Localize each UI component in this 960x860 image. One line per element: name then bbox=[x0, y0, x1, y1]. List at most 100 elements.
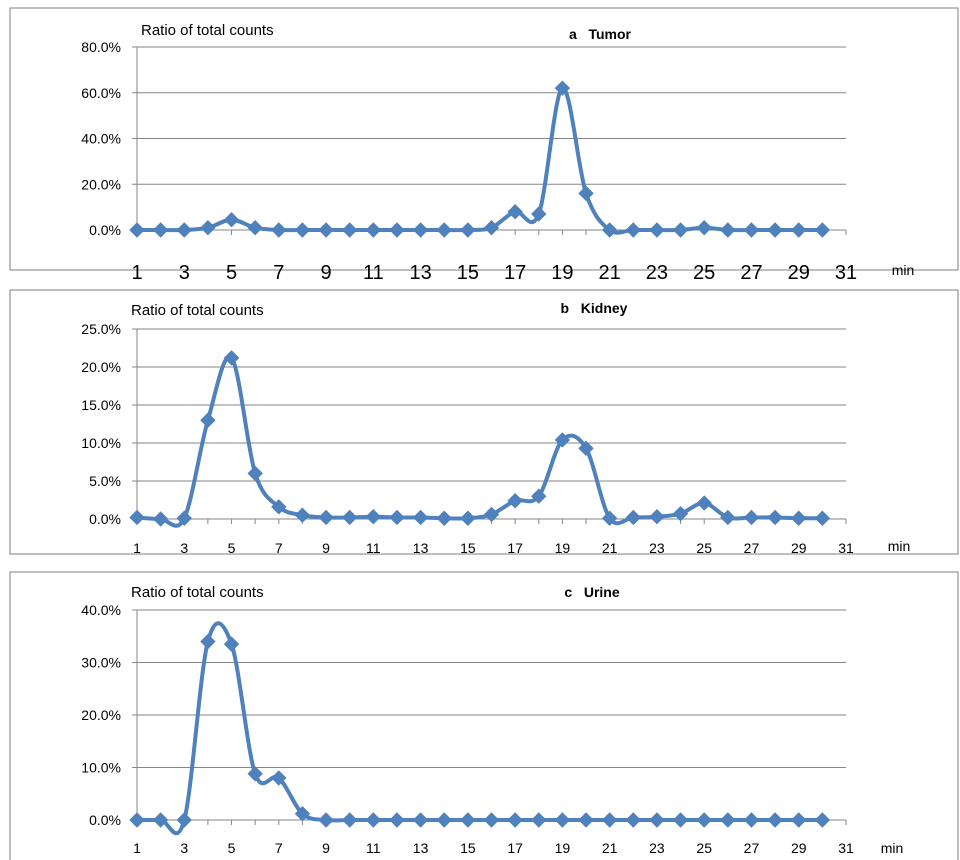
data-point bbox=[176, 812, 192, 828]
data-point bbox=[507, 203, 523, 220]
data-point bbox=[601, 222, 618, 238]
data-point bbox=[672, 222, 689, 238]
x-tick-label: 25 bbox=[696, 840, 712, 856]
data-point bbox=[814, 510, 831, 526]
data-point bbox=[129, 509, 145, 526]
x-tick-label: 27 bbox=[744, 540, 760, 556]
x-tick-label: 1 bbox=[133, 840, 141, 856]
data-point bbox=[767, 812, 783, 828]
data-point bbox=[601, 510, 618, 526]
data-point bbox=[531, 206, 547, 222]
data-point bbox=[129, 222, 145, 238]
x-tick-label: 23 bbox=[646, 262, 668, 284]
y-tick-label: 0.0% bbox=[89, 222, 121, 238]
x-tick-label: 7 bbox=[275, 840, 283, 856]
data-point bbox=[436, 510, 452, 526]
data-point bbox=[365, 509, 382, 525]
data-point bbox=[767, 509, 783, 526]
data-point bbox=[200, 412, 216, 428]
x-tick-label: 11 bbox=[363, 262, 384, 284]
data-point bbox=[696, 495, 712, 511]
x-tick-label: 29 bbox=[791, 540, 807, 556]
data-point bbox=[720, 812, 736, 828]
panel-title: b Kidney bbox=[561, 300, 628, 316]
y-axis-title: Ratio of total counts bbox=[131, 302, 264, 319]
panel-title: c Urine bbox=[564, 584, 619, 600]
panel-title: a Tumor bbox=[569, 26, 632, 42]
data-point bbox=[389, 509, 405, 526]
data-point bbox=[247, 220, 263, 236]
data-point bbox=[767, 222, 783, 238]
data-point bbox=[531, 812, 547, 828]
x-tick-label: 3 bbox=[180, 840, 188, 856]
data-point bbox=[271, 499, 287, 515]
x-tick-label: 19 bbox=[551, 262, 573, 284]
data-point bbox=[318, 812, 334, 828]
x-tick-label: 15 bbox=[457, 262, 479, 284]
x-tick-label: 9 bbox=[321, 262, 332, 284]
data-point bbox=[814, 222, 831, 238]
data-point bbox=[436, 222, 452, 238]
x-tick-label: 25 bbox=[696, 540, 712, 556]
data-point bbox=[720, 222, 736, 238]
data-point bbox=[294, 507, 311, 523]
x-tick-label: 19 bbox=[555, 540, 571, 556]
data-point bbox=[200, 220, 216, 236]
panel-border bbox=[9, 289, 959, 555]
y-tick-label: 80.0% bbox=[81, 39, 121, 55]
y-axis-title: Ratio of total counts bbox=[141, 22, 274, 39]
y-tick-label: 10.0% bbox=[81, 435, 121, 451]
x-tick-label: 31 bbox=[838, 840, 854, 856]
data-point bbox=[223, 211, 240, 228]
y-tick-label: 30.0% bbox=[81, 655, 121, 671]
data-point bbox=[341, 812, 358, 828]
data-point bbox=[223, 350, 240, 366]
data-point bbox=[294, 805, 311, 822]
data-point bbox=[554, 812, 571, 828]
data-point bbox=[152, 511, 169, 527]
data-point bbox=[554, 432, 571, 448]
x-tick-label: 17 bbox=[507, 840, 523, 856]
data-point bbox=[578, 812, 594, 828]
data-point bbox=[271, 222, 287, 238]
y-tick-label: 20.0% bbox=[81, 707, 121, 723]
data-point bbox=[460, 812, 476, 828]
x-tick-label: 29 bbox=[788, 262, 810, 284]
data-point bbox=[625, 812, 642, 828]
data-point bbox=[743, 509, 760, 526]
panel-border bbox=[9, 571, 959, 860]
x-tick-label: 5 bbox=[228, 540, 236, 556]
data-point bbox=[720, 509, 736, 526]
data-point bbox=[223, 636, 240, 652]
x-unit-label: min bbox=[892, 262, 915, 278]
x-tick-label: 13 bbox=[413, 540, 429, 556]
data-point bbox=[743, 812, 760, 828]
data-point bbox=[554, 80, 571, 96]
data-point bbox=[743, 222, 760, 238]
data-point bbox=[460, 222, 476, 238]
series-line bbox=[136, 354, 823, 528]
data-point bbox=[814, 812, 831, 828]
data-point bbox=[412, 222, 429, 238]
x-tick-label: 1 bbox=[131, 262, 142, 284]
y-tick-label: 5.0% bbox=[89, 473, 121, 489]
x-tick-label: 25 bbox=[693, 262, 715, 284]
y-tick-label: 0.0% bbox=[89, 511, 121, 527]
x-tick-label: 19 bbox=[555, 840, 571, 856]
x-tick-label: 5 bbox=[228, 840, 236, 856]
x-tick-label: 17 bbox=[507, 540, 523, 556]
x-tick-label: 7 bbox=[273, 262, 284, 284]
x-tick-label: 5 bbox=[226, 262, 237, 284]
y-tick-label: 0.0% bbox=[89, 812, 121, 828]
data-point bbox=[578, 440, 594, 457]
x-tick-label: 7 bbox=[275, 540, 283, 556]
y-tick-label: 15.0% bbox=[81, 397, 121, 413]
x-tick-label: 11 bbox=[366, 540, 381, 556]
y-tick-label: 20.0% bbox=[81, 359, 121, 375]
series-line bbox=[137, 621, 823, 836]
data-point bbox=[176, 222, 192, 238]
x-tick-label: 15 bbox=[460, 840, 476, 856]
data-point bbox=[483, 506, 500, 523]
data-point bbox=[341, 222, 358, 238]
